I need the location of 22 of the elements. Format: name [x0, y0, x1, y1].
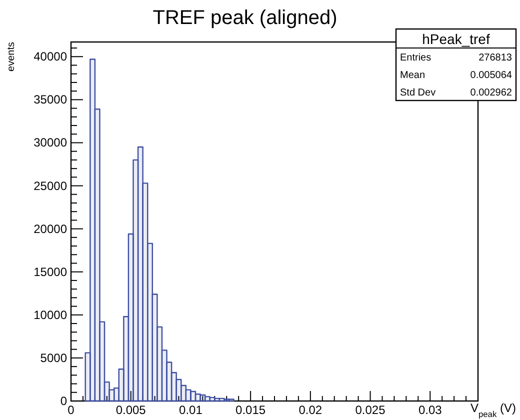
y-tick-label: 0	[60, 394, 68, 408]
y-tick-label: 5000	[40, 350, 68, 365]
y-tick-label: 40000	[34, 50, 68, 64]
y-tick-label: 15000	[34, 264, 68, 279]
x-tick-label: 0.03	[418, 403, 442, 417]
x-tick-label: 0.005	[116, 403, 146, 417]
y-tick-label: 30000	[34, 136, 68, 150]
text: Entries 276813	[400, 52, 512, 64]
y-tick-label: 25000	[34, 178, 68, 193]
x-tick-label: 0.02	[298, 403, 322, 417]
annotation: hPeak_tref	[422, 31, 490, 47]
y-tick-label: 35000	[34, 92, 68, 107]
y-axis-title: events	[6, 42, 17, 72]
chart-title: TREF peak (aligned)	[152, 7, 338, 29]
x-tick-label: 0.015	[236, 403, 266, 417]
x-tick-label: 0.01	[179, 403, 203, 417]
text: Mean 0.005064	[400, 70, 512, 81]
text: Std Dev 0.002962	[400, 88, 512, 98]
x-axis-title: V$_{peak}$ (V)	[470, 401, 516, 419]
x-tick-label: 0.025	[355, 403, 386, 417]
y-tick-label: 20000	[34, 222, 68, 236]
y-tick-label: 10000	[34, 308, 68, 322]
